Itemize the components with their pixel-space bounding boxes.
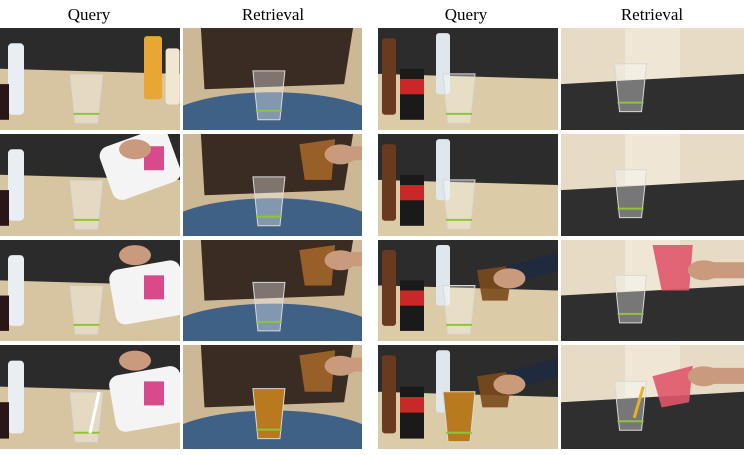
chair-back [200, 28, 354, 90]
juice-bottle [144, 36, 162, 100]
hand [119, 350, 151, 371]
cup [252, 176, 286, 227]
arm [344, 252, 362, 267]
bottle [8, 255, 24, 326]
jug-label [144, 381, 164, 406]
arm [707, 367, 744, 384]
column-header: Query [68, 5, 111, 24]
column-header: Retrieval [621, 5, 684, 24]
can [0, 295, 9, 331]
photo [561, 345, 744, 449]
water-bottle [436, 33, 450, 95]
can-label [400, 397, 424, 413]
table [561, 179, 744, 236]
table [561, 391, 744, 449]
cup [69, 74, 103, 124]
column-header: Query [445, 5, 488, 24]
bottle [8, 360, 24, 434]
can-label [400, 185, 424, 201]
hand [119, 139, 151, 160]
water-bottle [436, 245, 450, 306]
cup [442, 179, 476, 230]
bottle [8, 43, 24, 115]
cup [252, 70, 286, 121]
photo [183, 134, 362, 236]
water-bottle [436, 139, 450, 201]
hand [493, 268, 526, 289]
cup [69, 180, 103, 230]
photo [378, 28, 558, 130]
photo [0, 345, 180, 449]
arm [707, 262, 744, 279]
photo [561, 28, 744, 130]
can [0, 190, 9, 226]
photo [183, 28, 362, 130]
cup [252, 388, 286, 440]
juice-bottle [165, 48, 180, 105]
photo [561, 134, 744, 236]
jug-label [144, 275, 164, 300]
bottle [382, 38, 396, 115]
table [561, 73, 744, 130]
cup [252, 281, 286, 332]
cup [613, 63, 648, 113]
photo [0, 240, 180, 341]
bottle [382, 250, 396, 326]
can [0, 84, 9, 120]
table [561, 285, 744, 341]
photo [561, 240, 744, 341]
table [0, 68, 180, 130]
amber-cup [299, 350, 336, 392]
red-cup [652, 365, 693, 408]
bottle [382, 144, 396, 221]
cup [613, 380, 648, 431]
bottle [382, 355, 396, 434]
pour-stream [632, 386, 645, 419]
wall-pillar [625, 134, 680, 185]
cup [442, 284, 476, 335]
amber-cup [299, 245, 336, 286]
can [400, 386, 424, 439]
can [0, 402, 9, 439]
cup [613, 169, 648, 219]
photo [0, 134, 180, 236]
cup [69, 285, 103, 335]
bottle [8, 149, 24, 221]
arm [344, 146, 362, 161]
red-cup [652, 245, 693, 291]
hand [119, 245, 151, 266]
cup [442, 73, 476, 124]
photo [0, 28, 180, 130]
cup [442, 391, 476, 443]
cup [69, 392, 103, 443]
photo [378, 345, 558, 449]
photo [183, 240, 362, 341]
column-header: Retrieval [242, 5, 305, 24]
can-label [400, 290, 424, 306]
hand [493, 374, 526, 395]
cup [613, 274, 648, 324]
photo [183, 345, 362, 449]
milk-stream [88, 391, 101, 434]
amber-cup [299, 139, 336, 180]
photo [378, 134, 558, 236]
photo [378, 240, 558, 341]
wall-pillar [625, 28, 680, 79]
arm [344, 357, 362, 372]
can-label [400, 79, 424, 95]
